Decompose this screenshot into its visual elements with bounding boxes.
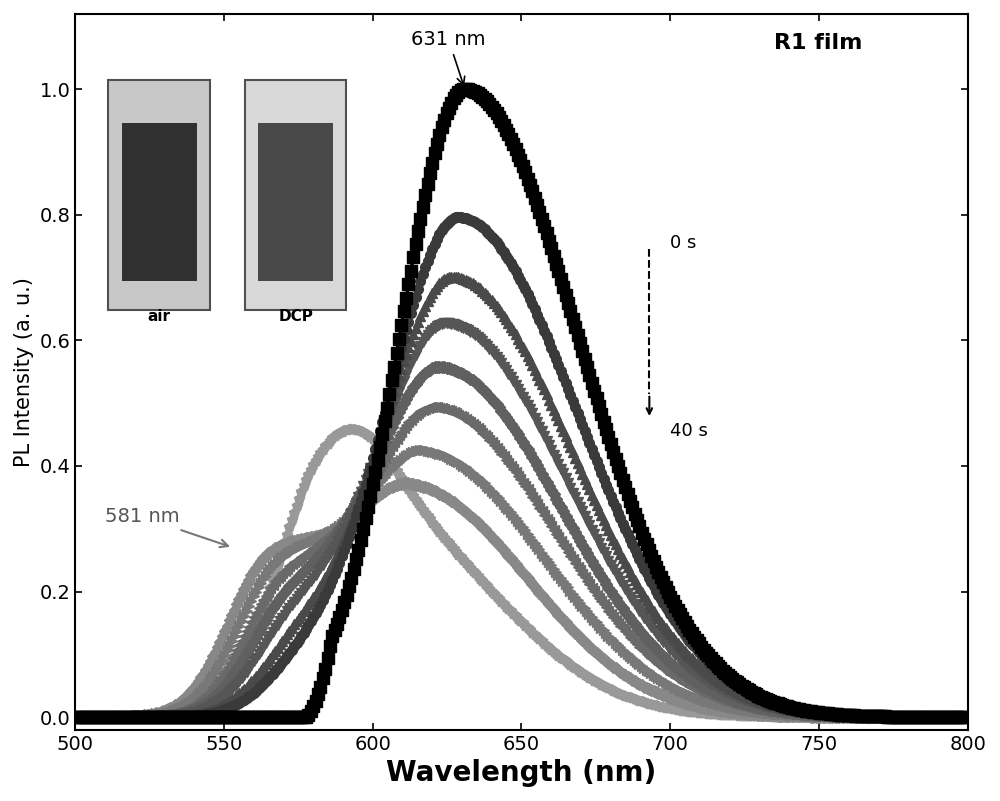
Y-axis label: PL Intensity (a. u.): PL Intensity (a. u.) [14,277,34,467]
Text: 0 s: 0 s [670,234,697,252]
Text: 631 nm: 631 nm [411,30,486,85]
Text: 581 nm: 581 nm [105,508,228,547]
Text: 40 s: 40 s [670,422,708,441]
Text: R1 film: R1 film [774,33,863,53]
X-axis label: Wavelength (nm): Wavelength (nm) [386,759,657,787]
